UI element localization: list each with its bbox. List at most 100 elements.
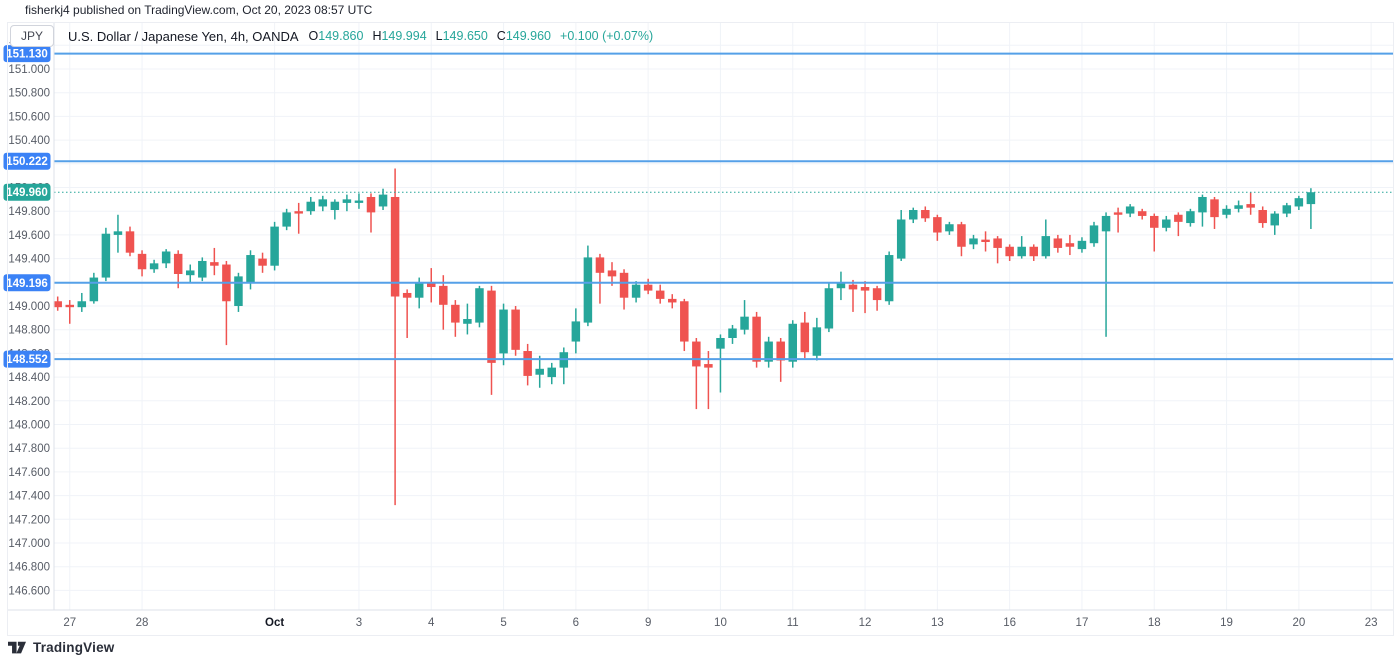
candle-body — [631, 284, 641, 298]
time-axis-label: 11 — [787, 617, 799, 629]
candle-body — [354, 200, 364, 203]
candle-body — [812, 327, 822, 356]
candle-body — [101, 233, 111, 278]
price-axis-label: 146.800 — [8, 562, 50, 574]
candle-body — [1234, 205, 1243, 209]
candle-body — [740, 316, 749, 330]
candle-body — [330, 201, 340, 211]
candle-body — [439, 285, 448, 305]
candle-body — [210, 262, 219, 266]
candle-body — [1077, 240, 1087, 250]
price-axis[interactable]: 146.600 146.800 147.000 147.200 147.400 147.6… — [8, 40, 50, 597]
candle-body — [1137, 211, 1147, 216]
price-axis-label: 147.000 — [8, 538, 50, 550]
candle-body — [246, 255, 255, 283]
candle-body — [848, 284, 858, 290]
candle-body — [77, 301, 87, 308]
candle-body — [198, 260, 207, 278]
price-axis-label: 150.400 — [8, 135, 50, 147]
candle-body — [619, 272, 629, 298]
time-axis-label: 17 — [1076, 617, 1089, 629]
price-line-badge-label: 149.960 — [6, 187, 48, 199]
horizontal-price-lines — [54, 52, 1393, 361]
candle-body — [957, 224, 966, 247]
time-axis[interactable]: 27 28 Oct 3 4 5 6 9 10 11 12 13 16 17 18 19 20 23 — [63, 617, 1377, 629]
candle-body — [137, 253, 147, 270]
price-axis-label: 146.600 — [8, 585, 50, 597]
candle-body — [523, 351, 532, 376]
candle-body — [1198, 196, 1207, 213]
price-axis-label: 149.800 — [8, 206, 50, 218]
candle-body — [969, 238, 978, 245]
candle-body — [824, 288, 834, 329]
candle-body — [860, 287, 870, 291]
price-axis-badges: 151.130 150.222 149.196 148.552 149.960 — [3, 45, 51, 368]
price-axis-label: 148.800 — [8, 325, 50, 337]
price-change: +0.100 (+0.07%) — [560, 29, 654, 43]
candle-body — [65, 304, 74, 308]
candle-body — [1005, 246, 1014, 257]
candle-body — [53, 301, 62, 308]
candle-body — [1089, 225, 1099, 244]
tradingview-logo[interactable]: TradingView — [8, 640, 114, 655]
candle-body — [764, 341, 773, 362]
price-line-badge — [3, 152, 51, 170]
tradingview-logo-text: TradingView — [33, 640, 115, 655]
price-axis-label: 149.000 — [8, 301, 50, 313]
time-axis-label: 28 — [136, 617, 149, 629]
price-axis-label: 150.800 — [8, 88, 50, 100]
time-axis-label: 18 — [1148, 617, 1161, 629]
candle-body — [896, 219, 906, 259]
candle-body — [643, 284, 653, 291]
candle-body — [945, 224, 954, 232]
candle-body — [668, 298, 677, 303]
time-axis-label: 23 — [1365, 617, 1378, 629]
published-byline: fisherkj4 published on TradingView.com, … — [25, 3, 373, 17]
candle-body — [451, 304, 460, 323]
candle-body — [402, 292, 412, 298]
time-axis-label: 9 — [645, 617, 651, 629]
candle-body — [378, 194, 388, 207]
price-line-badge-label: 151.130 — [6, 49, 48, 61]
candle-body — [872, 288, 882, 301]
candle-body — [463, 319, 472, 324]
candle-body — [993, 238, 1002, 248]
candle-body — [607, 270, 617, 277]
price-axis-label: 150.600 — [8, 111, 50, 123]
time-axis-label: Oct — [265, 617, 284, 629]
time-gridlines — [69, 22, 1372, 610]
candle-body — [1125, 206, 1135, 214]
candle-body — [1186, 211, 1195, 224]
candle-body — [89, 277, 99, 302]
candle-body — [487, 290, 496, 363]
symbol-search-button[interactable]: JPY — [10, 25, 54, 47]
symbol-title: U.S. Dollar / Japanese Yen, 4h, OANDA — [68, 28, 299, 44]
time-axis-label: 3 — [356, 617, 362, 629]
time-axis-label: 6 — [573, 617, 579, 629]
candle-body — [1270, 213, 1279, 226]
candle-body — [704, 364, 713, 368]
time-axis-label: 20 — [1292, 617, 1305, 629]
candle-body — [1246, 204, 1255, 208]
candle-body — [655, 290, 665, 299]
candle-body — [752, 316, 761, 362]
candle-body — [1294, 198, 1304, 207]
price-axis-label: 147.400 — [8, 491, 50, 503]
time-axis-label: 27 — [63, 617, 76, 629]
price-line-badge-label: 150.222 — [6, 156, 48, 168]
ohlc-open: O149.860 — [308, 29, 364, 43]
time-axis-label: 19 — [1220, 617, 1233, 629]
candle-body — [414, 283, 424, 298]
candle-body — [306, 201, 315, 212]
price-axis-label: 149.400 — [8, 254, 50, 266]
candle-body — [499, 309, 508, 354]
candle-body — [884, 255, 894, 302]
candle-body — [1053, 238, 1063, 248]
candle-body — [318, 199, 328, 207]
candle-body — [1162, 219, 1171, 228]
candle-body — [680, 301, 689, 342]
candle-body — [161, 251, 171, 264]
candles-layer — [53, 168, 1316, 506]
candle-body — [535, 368, 544, 375]
